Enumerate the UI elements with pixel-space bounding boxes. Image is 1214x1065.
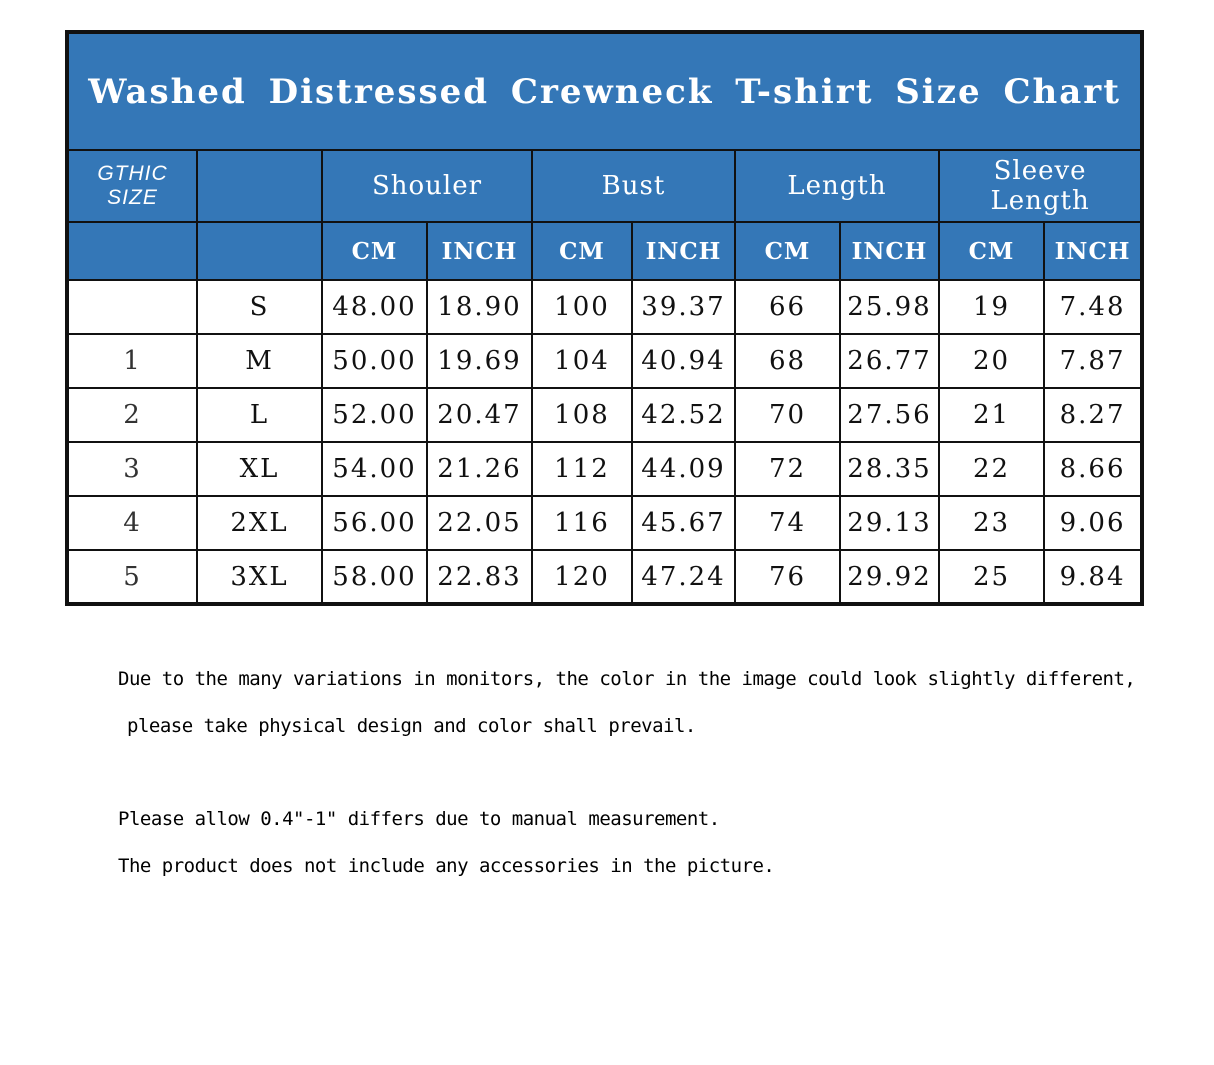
size-row-l: 2 L 52.00 20.47 108 42.52 70 27.56 21 8.… [66,387,1144,443]
column-group-length: Length [734,149,940,223]
shoulder-inch-cell: 19.69 [426,333,533,389]
size-cell: 3XL [196,549,323,605]
size-row-s: S 48.00 18.90 100 39.37 66 25.98 19 7.48 [66,279,1144,335]
title-row: Washed Distressed Crewneck T-shirt Size … [65,31,1144,151]
sleeve-inch-cell: 8.66 [1042,441,1144,497]
sleeve-cm-cell: 19 [938,279,1045,335]
unit-sleeve-cm: CM [938,221,1045,281]
sleeve-inch-cell: 7.87 [1042,333,1144,389]
sleeve-inch-cell: 8.27 [1042,387,1144,443]
length-inch-cell: 29.92 [839,549,940,605]
unit-shoulder-inch: INCH [426,221,533,281]
length-cm-cell: 70 [734,387,841,443]
sleeve-inch-cell: 9.06 [1042,495,1144,551]
row-index-cell: 3 [66,441,198,497]
bust-inch-cell: 44.09 [631,441,736,497]
bust-inch-cell: 42.52 [631,387,736,443]
length-inch-cell: 28.35 [839,441,940,497]
length-cm-cell: 68 [734,333,841,389]
unit-shoulder-cm: CM [321,221,428,281]
sleeve-inch-cell: 9.84 [1042,549,1144,605]
note-monitor-color-line1: Due to the many variations in monitors, … [118,668,1136,690]
unit-bust-cm: CM [531,221,633,281]
shoulder-inch-cell: 20.47 [426,387,533,443]
column-group-bust: Bust [531,149,736,223]
bust-cm-cell: 100 [531,279,633,335]
chart-title: Washed Distressed Crewneck T-shirt Size … [65,31,1144,151]
column-group-shoulder: Shouler [321,149,533,223]
length-inch-cell: 29.13 [839,495,940,551]
shoulder-cm-cell: 52.00 [321,387,428,443]
size-cell: L [196,387,323,443]
note-monitor-color-line2: please take physical design and color sh… [127,715,696,737]
shoulder-inch-cell: 21.26 [426,441,533,497]
bust-cm-cell: 104 [531,333,633,389]
units-blank-index [66,221,198,281]
note-accessories: The product does not include any accesso… [118,855,775,877]
shoulder-inch-cell: 18.90 [426,279,533,335]
shoulder-cm-cell: 58.00 [321,549,428,605]
sleeve-cm-cell: 20 [938,333,1045,389]
bust-inch-cell: 39.37 [631,279,736,335]
row-index-cell [66,279,198,335]
length-inch-cell: 26.77 [839,333,940,389]
bust-inch-cell: 40.94 [631,333,736,389]
row-index-cell: 1 [66,333,198,389]
shoulder-cm-cell: 48.00 [321,279,428,335]
length-cm-cell: 76 [734,549,841,605]
length-cm-cell: 74 [734,495,841,551]
unit-sleeve-inch: INCH [1042,221,1144,281]
shoulder-inch-cell: 22.05 [426,495,533,551]
size-row-2xl: 4 2XL 56.00 22.05 116 45.67 74 29.13 23 … [66,495,1144,551]
units-blank-size [196,221,323,281]
shoulder-cm-cell: 54.00 [321,441,428,497]
size-cell: S [196,279,323,335]
bust-cm-cell: 120 [531,549,633,605]
column-group-header-row: GTHIC SIZE Shouler Bust Length Sleeve Le… [66,149,1144,223]
sleeve-inch-cell: 7.48 [1042,279,1144,335]
bust-cm-cell: 112 [531,441,633,497]
bust-inch-cell: 47.24 [631,549,736,605]
row-index-cell: 4 [66,495,198,551]
size-cell: M [196,333,323,389]
size-chart-table: Washed Distressed Crewneck T-shirt Size … [65,30,1145,606]
size-cell: 2XL [196,495,323,551]
size-row-xl: 3 XL 54.00 21.26 112 44.09 72 28.35 22 8… [66,441,1144,497]
sleeve-cm-cell: 22 [938,441,1045,497]
sleeve-cm-cell: 21 [938,387,1045,443]
bust-inch-cell: 45.67 [631,495,736,551]
size-cell: XL [196,441,323,497]
note-manual-measurement: Please allow 0.4"-1" differs due to manu… [118,808,720,830]
length-inch-cell: 27.56 [839,387,940,443]
unit-length-inch: INCH [839,221,940,281]
sleeve-cm-cell: 25 [938,549,1045,605]
unit-bust-inch: INCH [631,221,736,281]
length-cm-cell: 72 [734,441,841,497]
shoulder-cm-cell: 50.00 [321,333,428,389]
size-row-3xl: 5 3XL 58.00 22.83 120 47.24 76 29.92 25 … [66,549,1144,605]
length-cm-cell: 66 [734,279,841,335]
shoulder-inch-cell: 22.83 [426,549,533,605]
row-index-cell: 2 [66,387,198,443]
column-group-sleeve-length: Sleeve Length [937,149,1144,223]
length-inch-cell: 25.98 [839,279,940,335]
bust-cm-cell: 116 [531,495,633,551]
sleeve-cm-cell: 23 [938,495,1045,551]
brand-size-label: GTHIC SIZE [66,149,198,223]
unit-length-cm: CM [734,221,841,281]
bust-cm-cell: 108 [531,387,633,443]
units-header-row: CM INCH CM INCH CM INCH CM INCH [66,221,1144,281]
size-row-m: 1 M 50.00 19.69 104 40.94 68 26.77 20 7.… [66,333,1144,389]
size-column-header-blank [196,149,323,223]
shoulder-cm-cell: 56.00 [321,495,428,551]
row-index-cell: 5 [66,549,198,605]
